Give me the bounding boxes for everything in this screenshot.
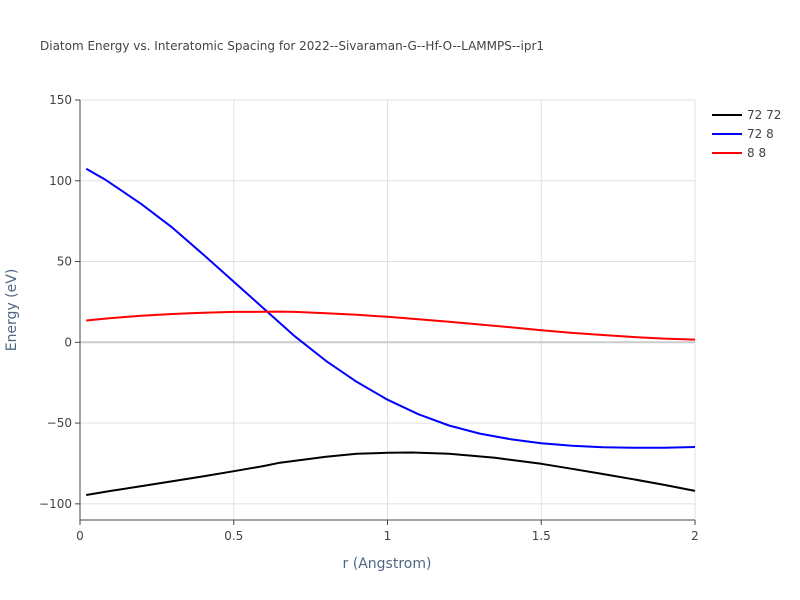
y-tick-label: 150 <box>49 93 72 107</box>
series-line-1 <box>86 451 696 496</box>
y-tick-label: 100 <box>49 174 72 188</box>
x-tick-label: 0.5 <box>224 529 243 543</box>
legend-item-1[interactable]: 72 72 <box>712 108 781 122</box>
y-tick-label: −50 <box>47 416 72 430</box>
legend-item-2[interactable]: 72 8 <box>712 127 774 141</box>
y-tick-label: −100 <box>39 497 72 511</box>
x-tick-label: 1.5 <box>532 529 551 543</box>
series-line-3 <box>86 310 696 341</box>
axes: 0 0.5 1 1.5 2 −100 −50 0 50 100 150 <box>39 93 699 543</box>
chart-title: Diatom Energy vs. Interatomic Spacing fo… <box>40 39 544 53</box>
y-axis-title: Energy (eV) <box>4 269 20 352</box>
grid-lines <box>80 99 696 520</box>
x-tick-label: 1 <box>384 529 392 543</box>
x-tick-label: 0 <box>76 529 84 543</box>
legend-label: 72 72 <box>747 108 781 122</box>
legend-item-3[interactable]: 8 8 <box>712 146 766 160</box>
legend[interactable]: 72 72 72 8 8 8 <box>712 108 781 160</box>
series-layer <box>85 167 696 496</box>
series-line-2 <box>85 167 696 449</box>
y-tick-label: 50 <box>57 255 72 269</box>
legend-label: 72 8 <box>747 127 774 141</box>
legend-label: 8 8 <box>747 146 766 160</box>
x-axis-title: r (Angstrom) <box>343 556 432 572</box>
x-tick-label: 2 <box>691 529 699 543</box>
y-tick-label: 0 <box>64 335 72 349</box>
